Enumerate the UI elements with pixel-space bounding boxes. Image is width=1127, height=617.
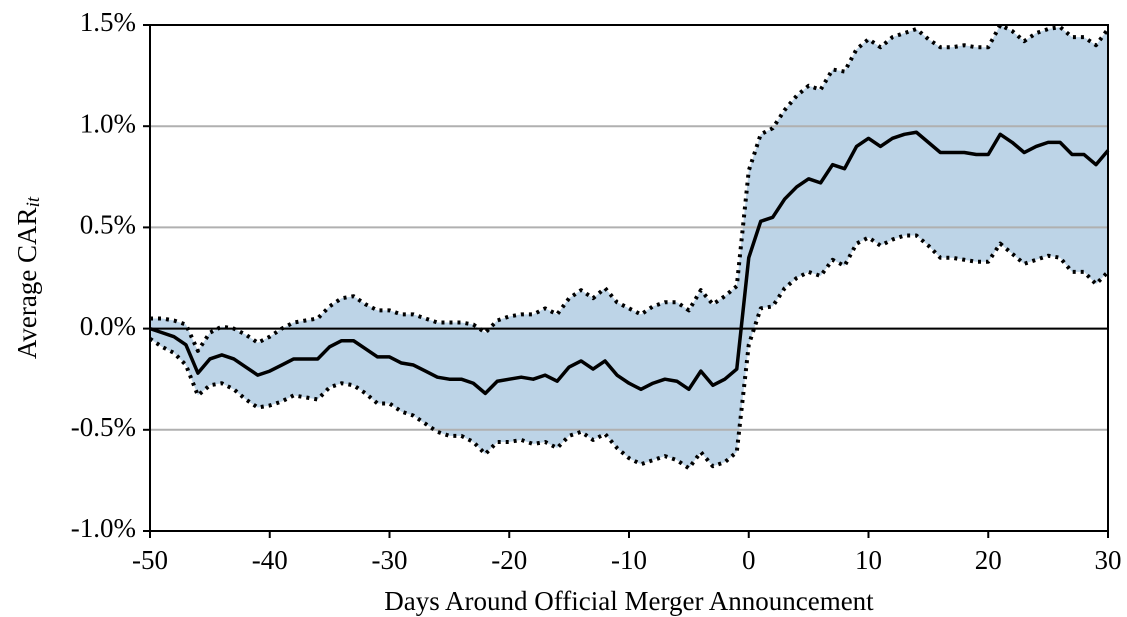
bound-line: [150, 23, 1110, 353]
y-tick-label: 1.0%: [80, 108, 136, 138]
mean-line: [149, 130, 1110, 396]
y-axis-label-subscript: it: [23, 196, 44, 207]
x-tick-label: 30: [1095, 545, 1122, 575]
x-tick-label: 10: [855, 545, 882, 575]
x-tick-label: -50: [132, 545, 168, 575]
x-tick-label: 20: [975, 545, 1002, 575]
plot-frame: [149, 24, 1109, 532]
y-tick-label: 0.0%: [80, 311, 136, 341]
bound-line: [148, 233, 1110, 471]
y-tick-label: -1.0%: [71, 513, 136, 543]
x-tick-label: 0: [742, 545, 756, 575]
x-axis-label: Days Around Official Merger Announcement: [384, 586, 874, 616]
y-axis-label: Average CARit: [12, 196, 44, 359]
y-tick-label: 0.5%: [80, 210, 136, 240]
y-tick-label: -0.5%: [71, 412, 136, 442]
x-tick-label: -30: [372, 545, 408, 575]
x-tick-label: -20: [491, 545, 527, 575]
y-tick-label: 1.5%: [80, 7, 136, 37]
x-tick-label: -10: [611, 545, 647, 575]
y-axis-label-main: Average CAR: [12, 207, 42, 359]
x-tick-label: -40: [252, 545, 288, 575]
confidence-band: [150, 25, 1108, 469]
